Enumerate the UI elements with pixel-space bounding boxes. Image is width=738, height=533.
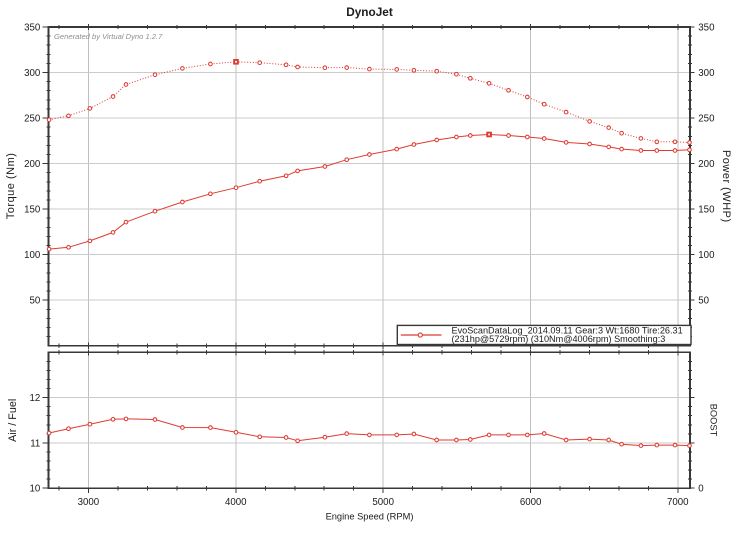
- svg-text:50: 50: [698, 296, 709, 307]
- svg-text:EvoScanDataLog_2014.09.11 Gear: EvoScanDataLog_2014.09.11 Gear:3 Wt:1680…: [452, 325, 683, 335]
- svg-text:10: 10: [30, 484, 41, 495]
- svg-text:250: 250: [24, 114, 41, 125]
- svg-text:12: 12: [30, 393, 41, 404]
- svg-text:Power (WHP): Power (WHP): [720, 150, 732, 223]
- svg-text:(231hp@5729rpm) (310Nm@4006rpm: (231hp@5729rpm) (310Nm@4006rpm) Smoothin…: [452, 334, 666, 344]
- svg-text:200: 200: [698, 159, 715, 170]
- svg-text:11: 11: [30, 438, 40, 449]
- svg-text:100: 100: [24, 250, 41, 261]
- svg-text:50: 50: [30, 296, 41, 307]
- svg-text:Torque (Nm): Torque (Nm): [5, 153, 17, 220]
- svg-text:350: 350: [698, 22, 715, 33]
- svg-text:7000: 7000: [667, 497, 689, 508]
- svg-text:0: 0: [698, 484, 704, 495]
- svg-text:Air / Fuel: Air / Fuel: [7, 399, 19, 442]
- svg-text:150: 150: [698, 205, 715, 216]
- svg-text:BOOST: BOOST: [708, 404, 718, 437]
- svg-text:3000: 3000: [78, 497, 100, 508]
- svg-text:6000: 6000: [520, 497, 542, 508]
- svg-text:Generated by Virtual Dyno 1.2.: Generated by Virtual Dyno 1.2.7: [54, 32, 163, 41]
- svg-text:150: 150: [24, 205, 41, 216]
- svg-text:DynoJet: DynoJet: [346, 5, 393, 19]
- svg-text:Engine Speed (RPM): Engine Speed (RPM): [326, 511, 414, 521]
- svg-text:200: 200: [24, 159, 41, 170]
- svg-text:250: 250: [698, 114, 715, 125]
- svg-text:100: 100: [698, 250, 715, 261]
- svg-text:300: 300: [698, 68, 715, 79]
- svg-text:4000: 4000: [225, 497, 247, 508]
- svg-text:350: 350: [24, 22, 41, 33]
- svg-text:5000: 5000: [372, 497, 394, 508]
- svg-text:300: 300: [24, 68, 41, 79]
